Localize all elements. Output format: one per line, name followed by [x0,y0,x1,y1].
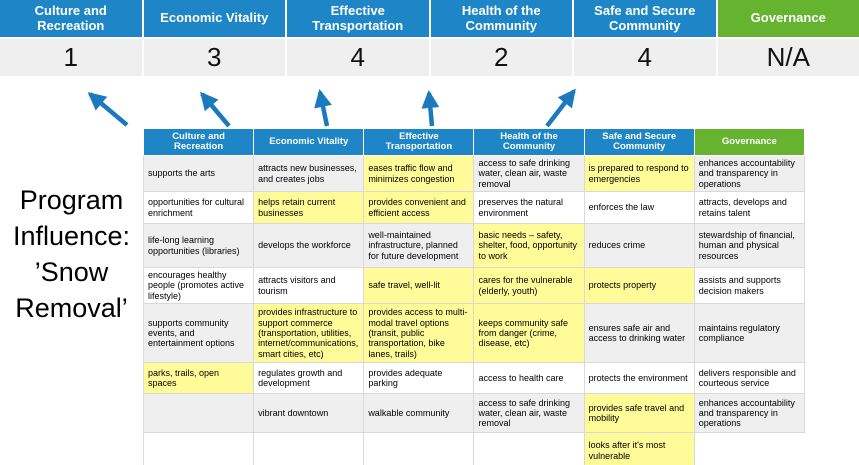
arrow-icon-culture [87,92,129,127]
matrix-row: encourages healthy people (promotes acti… [142,267,806,305]
summary-col-transportation: Effective Transportation 4 [287,0,429,76]
matrix-cell-highlighted: cares for the vulnerable (elderly, youth… [473,267,585,305]
matrix-cell [473,432,585,465]
matrix-cell: well-maintained infrastructure, planned … [363,223,475,269]
matrix-cell: enhances accountability and transparency… [693,154,806,193]
arrow-icon-transportation [314,89,332,127]
matrix-row: looks after it's most vulnerable [142,432,805,465]
matrix-cell-highlighted: looks after it's most vulnerable [583,432,695,465]
matrix-column-header: Effective Transportation [363,128,475,156]
matrix-cell: access to safe drinking water, clean air… [473,154,585,193]
matrix-cell-highlighted: protects property [583,267,695,305]
matrix-row: parks, trails, open spaces regulates grow… [142,362,806,395]
matrix-cell-highlighted: safe travel, well-lit [363,267,475,305]
matrix-column-header: Economic Vitality [253,128,365,156]
matrix-cell-highlighted: keeps community safe from danger (crime,… [473,303,585,364]
summary-col-culture: Culture and Recreation 1 [0,0,142,76]
summary-col-governance: Governance N/A [717,0,859,76]
matrix-column-header: Safe and Secure Community [583,128,695,156]
matrix-cell: enforces the law [583,191,695,225]
influence-matrix-wrap: Culture and Recreation Economic Vitality E… [142,128,806,465]
matrix-cell: supports community events, and entertain… [142,303,255,364]
matrix-column-header: Governance [693,128,806,156]
arrow-icon-safety [545,88,576,128]
matrix-cell [142,432,255,465]
program-title-line: ’Snow [34,256,109,287]
matrix-cell: develops the workforce [253,223,365,269]
summary-score-safety: 4 [574,39,716,76]
matrix-cell: preserves the natural environment [473,191,585,225]
influence-matrix: Culture and Recreation Economic Vitality E… [142,128,806,465]
matrix-cell: maintains regulatory compliance [693,303,806,364]
matrix-cell [363,432,475,465]
arrow-icon-health [421,90,440,127]
summary-header-governance: Governance [717,0,859,37]
matrix-cell: life-long learning opportunities (librar… [142,223,255,269]
matrix-cell [694,432,805,465]
summary-score-governance: N/A [717,39,859,76]
matrix-cell: assists and supports decision makers [693,267,806,305]
matrix-cell [253,432,365,465]
matrix-cell-highlighted: basic needs – safety, shelter, food, opp… [473,223,585,269]
matrix-cell-highlighted: eases traffic flow and minimizes congest… [363,154,475,193]
matrix-cell: protects the environment [583,362,695,395]
program-title-line: Removal’ [15,292,128,323]
summary-header-transportation: Effective Transportation [287,0,429,37]
matrix-cell: attracts, develops and retains talent [693,191,806,225]
matrix-column-header: Culture and Recreation [142,128,255,156]
matrix-cell: delivers responsible and courteous servi… [693,362,806,395]
matrix-cell: attracts visitors and tourism [253,267,365,305]
matrix-cell: attracts new businesses, and creates job… [253,154,365,193]
matrix-row: opportunities for cultural enrichment hel… [142,191,806,225]
matrix-cell: enhances accountability and transparency… [693,393,806,434]
summary-header-culture: Culture and Recreation [0,0,142,37]
arrow-icon-economic [200,91,231,128]
matrix-cell: reduces crime [583,223,695,269]
matrix-cell-highlighted: helps retain current businesses [253,191,365,225]
program-title: Program Influence: ’Snow Removal’ [0,183,143,327]
matrix-cell: access to safe drinking water, clean air… [473,393,585,434]
matrix-cell-highlighted: provides infrastructure to support comme… [253,303,365,364]
matrix-cell-highlighted: is prepared to respond to emergencies [583,154,695,193]
summary-col-health: Health of the Community 2 [430,0,572,76]
matrix-cell: encourages healthy people (promotes acti… [142,267,255,305]
summary-header-safety: Safe and Secure Community [574,0,716,37]
matrix-column-header: Health of the Community [473,128,585,156]
matrix-row: supports community events, and entertain… [142,303,806,364]
summary-score-health: 2 [430,39,572,76]
matrix-cell: supports the arts [142,154,255,193]
matrix-cell-highlighted: provides safe travel and mobility [583,393,695,434]
matrix-cell-highlighted: provides access to multi-modal travel op… [363,303,475,364]
matrix-row: vibrant downtown walkable community access… [142,393,806,434]
matrix-cell: vibrant downtown [253,393,365,434]
summary-header-health: Health of the Community [430,0,572,37]
priority-score-band: Culture and Recreation 1 Economic Vitali… [0,0,859,76]
summary-header-economic: Economic Vitality [143,0,285,37]
program-title-line: Program [19,185,124,215]
matrix-cell-highlighted: provides convenient and efficient access [363,191,475,225]
influence-arrows [87,88,576,128]
summary-col-safety: Safe and Secure Community 4 [574,0,716,76]
matrix-cell: regulates growth and development [253,362,365,395]
summary-score-economic: 3 [143,39,285,76]
matrix-cell-highlighted: parks, trails, open spaces [142,362,255,395]
summary-score-culture: 1 [0,39,142,76]
matrix-cell: walkable community [363,393,475,434]
matrix-cell: provides adequate parking [363,362,475,395]
matrix-cell: access to health care [473,362,585,395]
matrix-cell: ensures safe air and access to drinking … [583,303,695,364]
matrix-cell: stewardship of financial, human and phys… [693,223,806,269]
summary-score-transportation: 4 [287,39,429,76]
matrix-cell: opportunities for cultural enrichment [142,191,255,225]
matrix-row: life-long learning opportunities (librar… [142,223,806,269]
summary-col-economic: Economic Vitality 3 [143,0,285,76]
matrix-cell [142,393,255,434]
program-title-line: Influence: [12,220,131,251]
matrix-row: supports the arts attracts new businesses… [142,154,806,193]
